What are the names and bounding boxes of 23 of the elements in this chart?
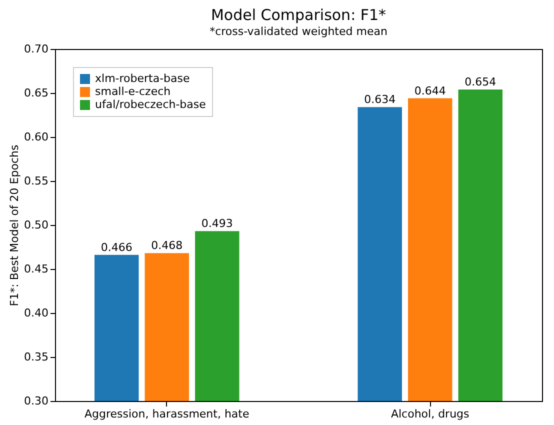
legend-label: small-e-czech xyxy=(95,85,171,98)
x-tick-label: Aggression, harassment, hate xyxy=(84,408,250,420)
data-label: 0.466 xyxy=(100,240,132,254)
y-tick-label: 0.55 xyxy=(24,174,48,188)
data-label: 0.634 xyxy=(364,93,396,106)
y-tick-label: 0.45 xyxy=(24,262,48,276)
data-label: 0.493 xyxy=(201,217,233,230)
chart-title: Model Comparison: F1* xyxy=(210,6,387,24)
data-label: 0.468 xyxy=(151,239,183,252)
legend-label: xlm-roberta-base xyxy=(95,72,190,85)
y-tick-label: 0.30 xyxy=(24,394,48,408)
y-tick-label: 0.40 xyxy=(24,306,48,320)
data-label: 0.644 xyxy=(414,84,446,98)
y-tick-label: 0.60 xyxy=(24,130,48,144)
y-tick-label: 0.50 xyxy=(24,218,48,232)
data-label: 0.654 xyxy=(464,75,496,88)
chart-subtitle: *cross-validated weighted mean xyxy=(210,25,388,38)
y-axis-title: F1*: Best Model of 20 Epochs xyxy=(8,144,22,306)
y-tick-label: 0.65 xyxy=(24,86,48,100)
x-tick-label: Alcohol, drugs xyxy=(390,408,470,420)
y-tick-label: 0.35 xyxy=(24,350,48,364)
y-tick-label: 0.70 xyxy=(24,42,48,56)
legend-label: ufal/robeczech-base xyxy=(95,98,206,111)
